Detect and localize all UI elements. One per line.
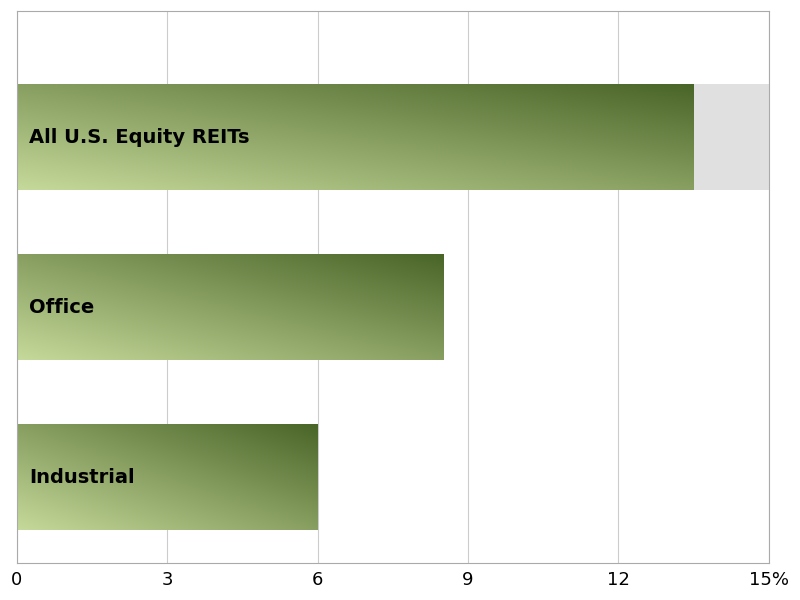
- Text: All U.S. Equity REITs: All U.S. Equity REITs: [30, 128, 250, 146]
- Bar: [17, 84, 769, 190]
- Text: Industrial: Industrial: [30, 468, 135, 487]
- Text: Office: Office: [30, 298, 94, 317]
